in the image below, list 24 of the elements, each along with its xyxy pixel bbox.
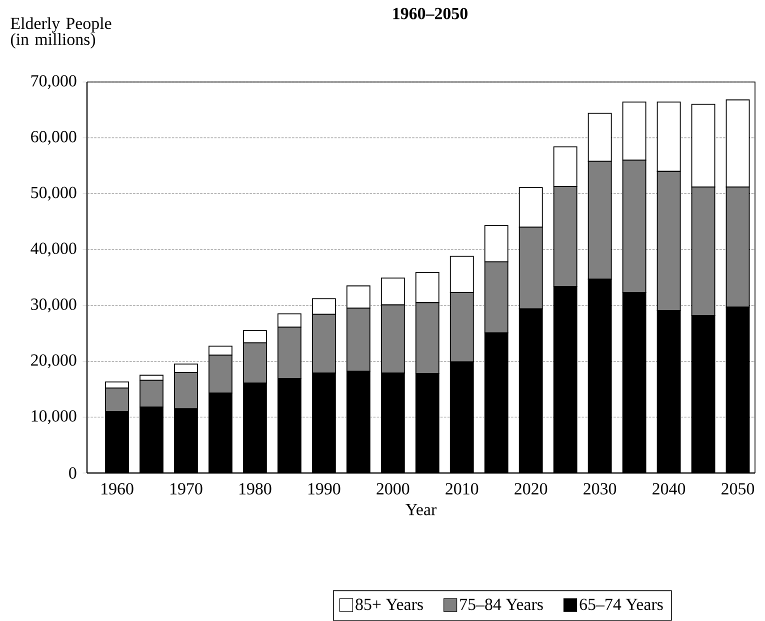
x-tick-label: 2050 xyxy=(722,483,754,495)
legend-label: 85+ Years xyxy=(356,598,423,610)
y-tick-label: 60,000 xyxy=(31,130,76,145)
x-tick-label: 2030 xyxy=(584,483,616,495)
y-tick-label: 10,000 xyxy=(32,410,76,424)
y-tick-label: 40,000 xyxy=(30,242,76,257)
x-tick-label: 2000 xyxy=(376,483,410,495)
x-tick-label: 2020 xyxy=(514,483,548,495)
legend-label: 65–74 Years xyxy=(580,598,663,610)
y-tick-label: 50,000 xyxy=(31,186,76,201)
y-tick-label: 0 xyxy=(69,467,76,479)
x-tick-label: 2010 xyxy=(446,483,478,495)
x-tick-label: 1960 xyxy=(102,483,134,495)
x-axis-title: Year xyxy=(406,504,436,516)
y-tick-label: 20,000 xyxy=(31,354,76,368)
chart-title: 1960–2050 xyxy=(393,8,468,20)
x-tick-label: 1990 xyxy=(308,483,340,495)
y-tick-label: 70,000 xyxy=(31,75,76,89)
x-tick-label: 1970 xyxy=(170,483,202,495)
x-tick-label: 2040 xyxy=(652,483,686,495)
y-axis-title: Elderly People (in millions) xyxy=(10,17,112,49)
y-tick-label: 30,000 xyxy=(31,298,76,312)
x-tick-label: 1980 xyxy=(240,483,272,495)
legend-label: 75–84 Years xyxy=(460,598,543,610)
